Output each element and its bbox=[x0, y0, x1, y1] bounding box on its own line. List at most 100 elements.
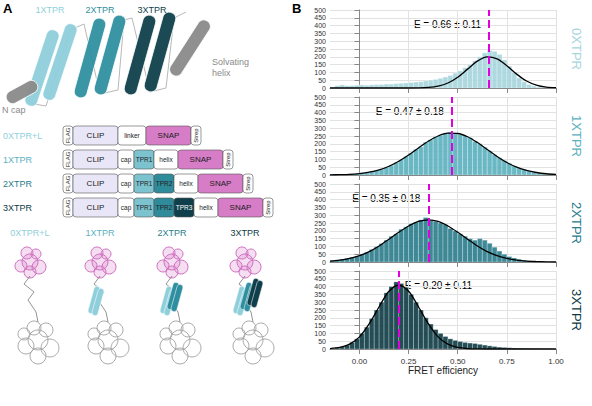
svg-text:E = 0.35 ± 0.18: E = 0.35 ± 0.18 bbox=[352, 193, 420, 204]
svg-text:500: 500 bbox=[314, 181, 326, 188]
svg-text:350: 350 bbox=[314, 117, 326, 124]
svg-text:1XTPR: 1XTPR bbox=[85, 228, 115, 238]
svg-text:100: 100 bbox=[314, 69, 326, 76]
svg-text:helix: helix bbox=[199, 204, 213, 211]
svg-text:cap: cap bbox=[121, 204, 132, 212]
svg-text:2XTPR: 2XTPR bbox=[157, 228, 187, 238]
svg-text:0XTPR+L: 0XTPR+L bbox=[3, 131, 42, 141]
svg-text:TPR1: TPR1 bbox=[136, 156, 153, 163]
svg-text:cap: cap bbox=[121, 180, 132, 188]
svg-text:1XTPR: 1XTPR bbox=[569, 115, 584, 157]
svg-text:0.75: 0.75 bbox=[499, 357, 515, 366]
svg-text:helix: helix bbox=[159, 156, 173, 163]
svg-text:50: 50 bbox=[318, 164, 326, 171]
svg-text:SNAP: SNAP bbox=[210, 179, 232, 188]
svg-text:2XTPR: 2XTPR bbox=[3, 179, 33, 189]
svg-text:0.50: 0.50 bbox=[450, 357, 466, 366]
svg-text:1XTPR: 1XTPR bbox=[3, 155, 33, 165]
svg-text:300: 300 bbox=[314, 212, 326, 219]
svg-text:250: 250 bbox=[314, 133, 326, 140]
svg-text:FLAG: FLAG bbox=[65, 175, 71, 191]
svg-text:FRET efficiency: FRET efficiency bbox=[408, 365, 478, 376]
svg-text:helix: helix bbox=[179, 180, 193, 187]
svg-text:450: 450 bbox=[314, 188, 326, 195]
svg-text:50: 50 bbox=[318, 77, 326, 84]
svg-text:Strep: Strep bbox=[193, 128, 199, 143]
svg-text:TPR2: TPR2 bbox=[156, 204, 173, 211]
svg-text:Strep: Strep bbox=[225, 152, 231, 167]
svg-text:2XTPR: 2XTPR bbox=[569, 202, 584, 244]
svg-text:E = 0.20 ± 0.11: E = 0.20 ± 0.11 bbox=[405, 280, 473, 291]
svg-text:CLIP: CLIP bbox=[87, 155, 105, 164]
svg-text:0: 0 bbox=[322, 172, 326, 179]
svg-text:TPR1: TPR1 bbox=[136, 180, 153, 187]
svg-text:SNAP: SNAP bbox=[158, 131, 180, 140]
svg-text:FLAG: FLAG bbox=[65, 127, 71, 143]
svg-text:3XTPR: 3XTPR bbox=[230, 228, 260, 238]
svg-text:TPR1: TPR1 bbox=[136, 204, 153, 211]
svg-text:450: 450 bbox=[314, 275, 326, 282]
svg-text:350: 350 bbox=[314, 291, 326, 298]
svg-text:500: 500 bbox=[314, 268, 326, 275]
svg-text:300: 300 bbox=[314, 299, 326, 306]
svg-text:3XTPR: 3XTPR bbox=[137, 5, 167, 15]
svg-text:200: 200 bbox=[314, 227, 326, 234]
svg-text:CLIP: CLIP bbox=[87, 131, 105, 140]
svg-text:3XTPR: 3XTPR bbox=[3, 203, 33, 213]
svg-text:50: 50 bbox=[318, 251, 326, 258]
svg-text:150: 150 bbox=[314, 61, 326, 68]
svg-text:150: 150 bbox=[314, 148, 326, 155]
svg-text:E = 0.66 ± 0.11: E = 0.66 ± 0.11 bbox=[414, 19, 482, 30]
svg-text:100: 100 bbox=[314, 243, 326, 250]
svg-text:250: 250 bbox=[314, 46, 326, 53]
svg-text:150: 150 bbox=[314, 322, 326, 329]
svg-text:400: 400 bbox=[314, 109, 326, 116]
svg-text:300: 300 bbox=[314, 125, 326, 132]
svg-text:200: 200 bbox=[314, 53, 326, 60]
svg-text:450: 450 bbox=[314, 101, 326, 108]
svg-text:Strep: Strep bbox=[245, 176, 251, 191]
svg-text:1XTPR: 1XTPR bbox=[35, 5, 65, 15]
svg-text:linker: linker bbox=[124, 132, 140, 139]
svg-text:400: 400 bbox=[314, 283, 326, 290]
svg-text:cap: cap bbox=[121, 156, 132, 164]
svg-text:200: 200 bbox=[314, 314, 326, 321]
svg-text:2XTPR: 2XTPR bbox=[85, 5, 115, 15]
svg-text:SNAP: SNAP bbox=[230, 203, 252, 212]
svg-text:FLAG: FLAG bbox=[65, 199, 71, 215]
svg-text:0: 0 bbox=[322, 85, 326, 92]
svg-text:350: 350 bbox=[314, 30, 326, 37]
svg-text:helix: helix bbox=[212, 68, 231, 78]
svg-text:150: 150 bbox=[314, 235, 326, 242]
svg-text:0: 0 bbox=[322, 259, 326, 266]
svg-text:400: 400 bbox=[314, 196, 326, 203]
svg-text:1.00: 1.00 bbox=[548, 357, 564, 366]
svg-text:100: 100 bbox=[314, 330, 326, 337]
svg-text:400: 400 bbox=[314, 22, 326, 29]
svg-text:FLAG: FLAG bbox=[65, 151, 71, 167]
svg-text:0XTPR: 0XTPR bbox=[569, 28, 584, 70]
svg-text:0.00: 0.00 bbox=[352, 357, 368, 366]
svg-text:CLIP: CLIP bbox=[87, 179, 105, 188]
svg-text:500: 500 bbox=[314, 94, 326, 101]
svg-text:TPR3: TPR3 bbox=[176, 204, 193, 211]
svg-text:250: 250 bbox=[314, 220, 326, 227]
svg-text:A: A bbox=[3, 1, 13, 16]
svg-text:B: B bbox=[292, 1, 301, 16]
svg-text:CLIP: CLIP bbox=[87, 203, 105, 212]
svg-text:SNAP: SNAP bbox=[190, 155, 212, 164]
svg-text:50: 50 bbox=[318, 338, 326, 345]
svg-text:450: 450 bbox=[314, 14, 326, 21]
svg-text:500: 500 bbox=[314, 7, 326, 14]
svg-text:Solvating: Solvating bbox=[212, 57, 249, 67]
svg-text:350: 350 bbox=[314, 204, 326, 211]
svg-text:E = 0.47 ± 0.18: E = 0.47 ± 0.18 bbox=[376, 106, 444, 117]
svg-text:200: 200 bbox=[314, 140, 326, 147]
svg-text:Strep: Strep bbox=[265, 200, 271, 215]
svg-text:N cap: N cap bbox=[2, 105, 26, 115]
svg-text:250: 250 bbox=[314, 307, 326, 314]
svg-text:TPR2: TPR2 bbox=[156, 180, 173, 187]
svg-text:3XTPR: 3XTPR bbox=[569, 289, 584, 331]
svg-text:0.25: 0.25 bbox=[401, 357, 417, 366]
svg-text:300: 300 bbox=[314, 38, 326, 45]
